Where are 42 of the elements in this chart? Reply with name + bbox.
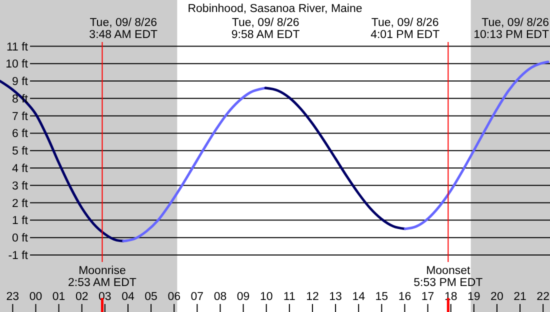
annotation: Tue, 09/ 8/26 4:01 PM EDT <box>370 17 440 41</box>
x-tick-label: 10 <box>260 291 273 303</box>
y-tick-label: 4 ft <box>12 163 29 175</box>
y-tick-label: 9 ft <box>12 76 29 88</box>
x-tick-label: 20 <box>490 291 504 303</box>
x-tick-label: 08 <box>214 291 227 303</box>
y-tick-label: 0 ft <box>12 232 29 245</box>
y-tick-label: 3 ft <box>12 180 29 192</box>
x-tick-label: 11 <box>283 291 296 303</box>
x-tick-label: 23 <box>6 291 20 303</box>
x-tick-label: 00 <box>29 291 42 303</box>
x-tick-label: 19 <box>468 291 480 303</box>
x-tick-label: 22 <box>536 291 550 303</box>
ref-line-label: Moonset 5:53 PM EDT <box>414 265 483 289</box>
ref-line-label: Moonrise 2:53 AM EDT <box>68 265 136 289</box>
y-tick-label: 7 ft <box>12 110 29 123</box>
x-tick-label: 12 <box>306 291 319 303</box>
y-tick-label: 11 ft <box>6 41 29 54</box>
annotation: Tue, 09/ 8/26 3:48 AM EDT <box>89 17 158 41</box>
annotation: Tue, 09/ 8/26 10:13 PM EDT <box>474 17 549 41</box>
x-tick-label: 06 <box>168 291 181 303</box>
x-tick-label: 02 <box>75 291 88 303</box>
line-series <box>264 86 406 230</box>
x-tick-label: 16 <box>398 291 412 303</box>
y-tick-label: 2 ft <box>12 198 29 210</box>
y-tick-label: 10 ft <box>6 58 29 71</box>
x-tick-label: 13 <box>329 291 342 303</box>
x-tick-label: 15 <box>375 291 388 303</box>
x-tick-label: 14 <box>352 291 366 303</box>
annotation: Tue, 09/ 8/26 9:58 AM EDT <box>231 17 300 41</box>
y-tick-label: -1 ft <box>8 250 29 262</box>
chart-title: Robinhood, Sasanoa River, Maine <box>188 3 362 15</box>
x-tick-label: 21 <box>514 291 526 303</box>
y-tick-label: 5 ft <box>12 146 29 158</box>
x-tick-label: 07 <box>190 291 204 303</box>
x-tick-label: 17 <box>421 291 434 303</box>
x-tick-label: 01 <box>52 291 66 303</box>
x-tick-label: 05 <box>144 291 158 303</box>
x-tick-label: 04 <box>122 291 135 303</box>
y-tick-label: 6 ft <box>12 128 29 140</box>
x-tick-label: 09 <box>236 291 250 303</box>
y-tick-label: 1 ft <box>12 215 29 228</box>
